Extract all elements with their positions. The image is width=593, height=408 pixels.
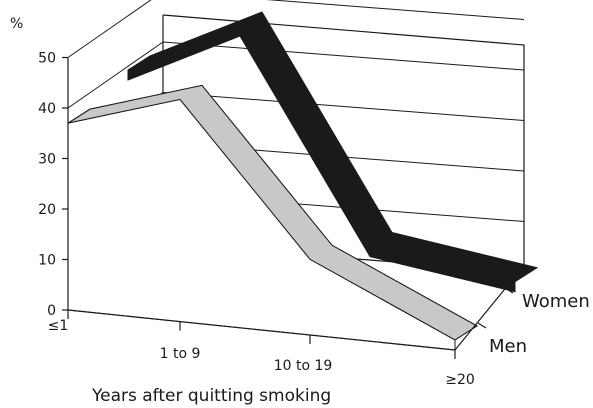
back-wall-gridline-40 [162, 41, 525, 71]
left-wall-gridline-50 [67, 0, 152, 58]
depth-label-women: Women [522, 291, 590, 312]
y-tick-label-10: 10 [38, 253, 56, 269]
y-tick-label-50: 50 [38, 51, 56, 67]
x-tick-label-2: 10 to 19 [274, 358, 333, 374]
axes [62, 56, 523, 359]
y-tick-labels: 0 10 20 30 40 50 [38, 51, 56, 320]
depth-axis-line [454, 267, 523, 351]
x-axis-ticks [67, 310, 456, 359]
depth-tick-women [504, 287, 514, 294]
back-wall-gridline-30 [162, 92, 525, 121]
left-wall-gridline-40 [67, 41, 164, 109]
y-tick-label-0: 0 [47, 303, 56, 319]
x-tick-label-0: ≤1 [48, 318, 69, 334]
depth-tick-men [477, 322, 487, 329]
depth-label-men: Men [489, 336, 527, 357]
x-axis-line [67, 309, 456, 351]
x-tick-label-3: ≥20 [445, 372, 475, 388]
y-tick-label-40: 40 [38, 101, 56, 117]
y-axis-ticks [62, 56, 68, 311]
y-tick-label-30: 30 [38, 152, 56, 168]
y-tick-label-20: 20 [38, 202, 56, 218]
back-wall-frame [162, 14, 525, 272]
series-ribbons [67, 11, 539, 351]
y-axis-unit: % [10, 16, 23, 32]
ribbon-top-overlay-men [67, 84, 478, 341]
x-tick-labels: ≤1 1 to 9 10 to 19 ≥20 [48, 318, 475, 388]
back-wall-gridline-50 [266, 0, 525, 20]
ribbon-edge-women [127, 25, 516, 293]
x-tick-label-1: 1 to 9 [160, 346, 201, 362]
ribbon-front-face-men [67, 98, 456, 351]
x-axis-title: Years after quitting smoking [91, 386, 331, 406]
